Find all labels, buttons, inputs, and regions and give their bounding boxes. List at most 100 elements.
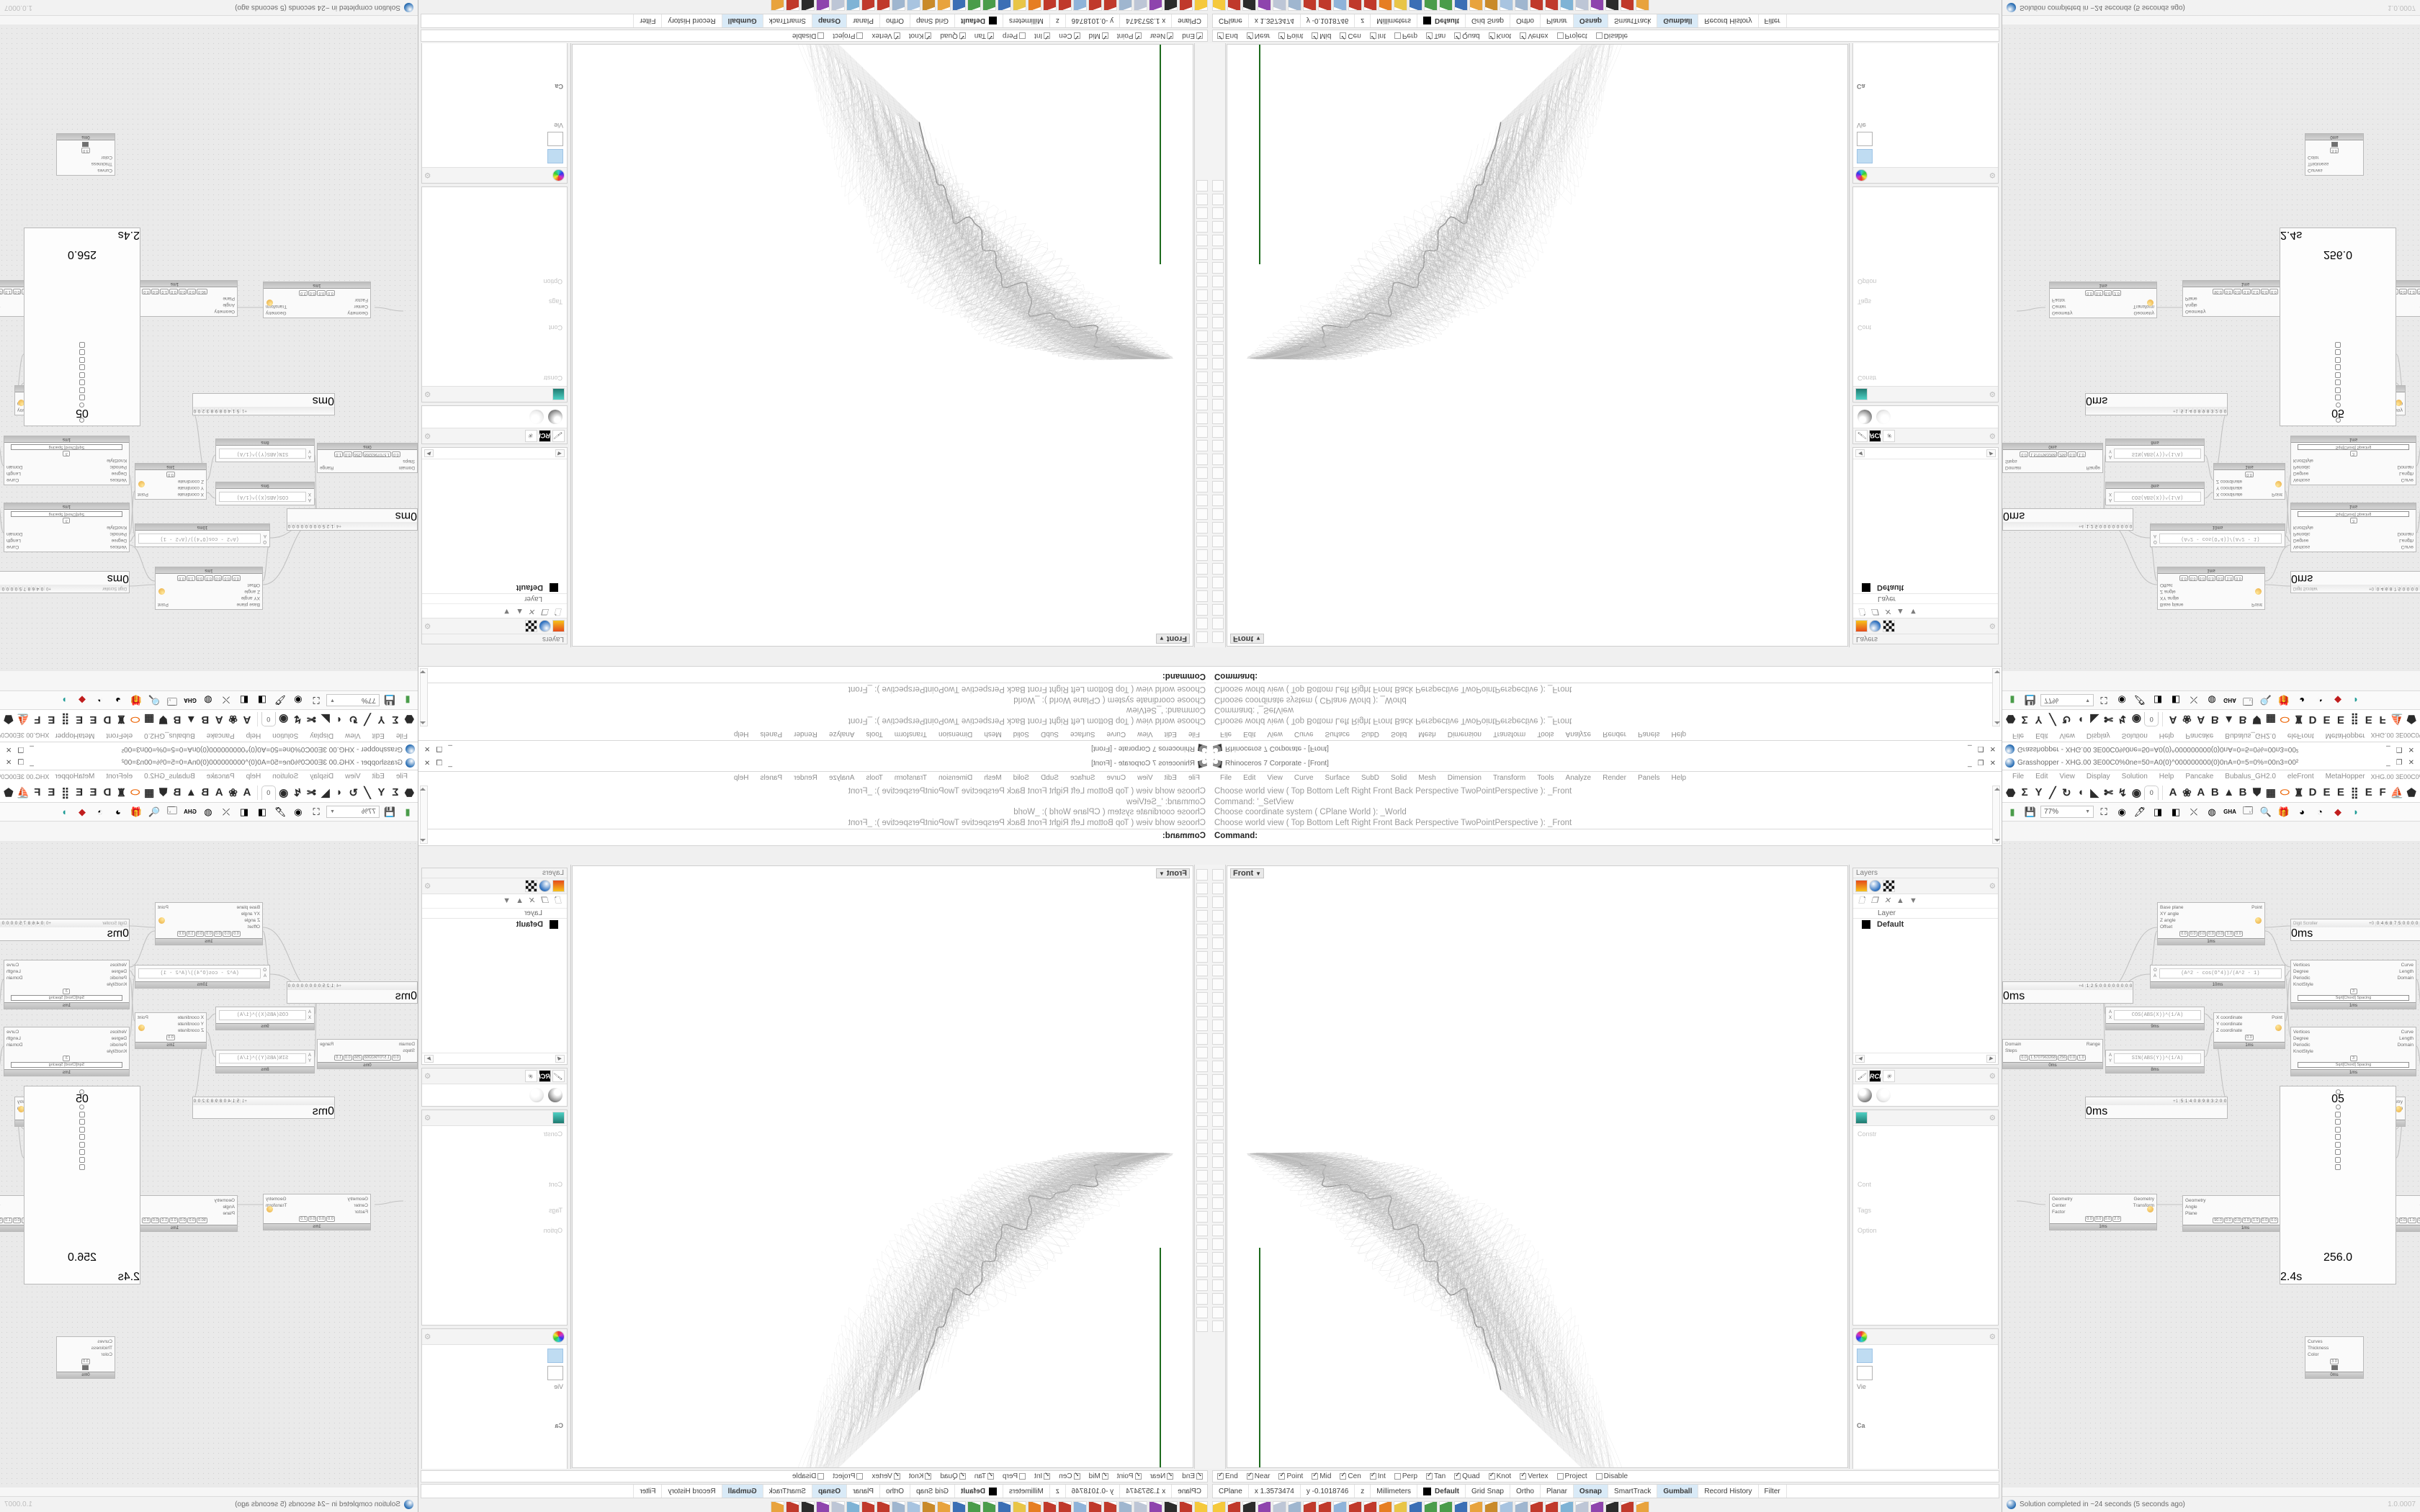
node-body[interactable]: Base plane Point XY angle Z angle Offset 0.0 0… (2158, 574, 2264, 609)
param-field-z[interactable]: 0.0 (213, 931, 223, 937)
param-field-y[interactable]: 0.0 (223, 931, 232, 937)
rhino-menubar[interactable]: File Edit View Curve Surface SubD Solid Mesh Dim… (1210, 772, 2002, 784)
plugin-a-icon[interactable]: A (2169, 786, 2177, 798)
checkbox-icon[interactable] (79, 395, 85, 401)
rhino-tool-icon-14[interactable] (1409, 0, 1422, 11)
slider-digit[interactable]: 0 (6, 586, 10, 591)
slider-digit[interactable]: 0 (300, 523, 305, 528)
fit-view-icon[interactable]: ⛶ (2100, 695, 2107, 706)
material-swatches[interactable] (422, 1084, 567, 1106)
dither-icon[interactable]: ⣿ (2350, 786, 2359, 799)
layer-row-default[interactable]: Default (1853, 582, 1998, 593)
vector-icon[interactable]: ╱ (2049, 786, 2056, 799)
knotstyle-dropdown[interactable]: Sqrt[Chord] Spacing (11, 444, 122, 450)
checkbox-icon[interactable] (2335, 349, 2341, 356)
layers-tab-icon[interactable] (552, 880, 565, 892)
rhino-menu-item-analyze[interactable]: Analyze (828, 774, 855, 782)
chevron-down-icon[interactable]: ▼ (1158, 870, 1165, 877)
node-port-row[interactable]: 05 (2283, 407, 2393, 419)
preview-eye-icon[interactable]: ◉ (294, 806, 302, 817)
param-field-z[interactable]: 0.0 (2416, 289, 2420, 294)
param-field-to[interactable]: 1.5707963268 (2028, 1055, 2058, 1061)
tool-circle-icon[interactable] (1196, 577, 1209, 588)
tool-offset-icon[interactable] (1196, 358, 1209, 369)
maths-icon[interactable]: Σ (2021, 786, 2028, 798)
gh-node-scale[interactable]: Geometry Geometry Center Transform Factor 0.0… (263, 282, 371, 318)
checkbox-icon[interactable] (1044, 32, 1051, 39)
plugin-a2-icon[interactable]: A (215, 714, 223, 726)
new-layer-icon[interactable]: 🗋 (555, 607, 562, 616)
node-input-row[interactable]: Thickness (59, 161, 112, 167)
preview-mesh-icon[interactable]: ◨ (2153, 695, 2163, 706)
viewport-title[interactable]: Front▼ (1230, 634, 1265, 644)
camera-panel-tabs[interactable]: ⚙ (1853, 167, 1998, 183)
param-field-y[interactable]: 0.0 (2233, 289, 2242, 294)
param-field-o-x[interactable]: 0.0 (232, 575, 241, 581)
gh-node-expr-cos[interactable]: A X COS(ABS(X))^(1/A) 9ms (2105, 482, 2205, 505)
rhino-tool-icon-1[interactable] (1212, 1501, 1226, 1512)
node-port-row[interactable] (2283, 333, 2393, 341)
node-fields[interactable]: 3 (6, 1056, 127, 1061)
gh-menu-item-file[interactable]: File (2012, 732, 2025, 739)
osnap-near[interactable]: Near (1242, 32, 1275, 40)
status-toggle-gumball[interactable]: Gumball (1657, 14, 1699, 27)
checkbox-icon[interactable] (2335, 1126, 2341, 1133)
layer-row-default[interactable]: Default (1853, 919, 1998, 930)
slider-exponent[interactable]: +0 (46, 921, 51, 926)
rhino-menu-item-subd[interactable]: SubD (1040, 774, 1059, 782)
rhino-menu-item-tools[interactable]: Tools (866, 774, 883, 782)
slider-digit[interactable]: 0 (14, 586, 19, 591)
rhino-tool-icon-10[interactable] (1348, 0, 1362, 11)
checkbox-icon[interactable] (2335, 1156, 2341, 1163)
tool-polyline-icon[interactable] (1211, 896, 1224, 908)
node-fields[interactable]: 0.0 0.0 0.0 2.0 (2052, 290, 2154, 296)
rhino-tool-icon-22[interactable] (1530, 1501, 1543, 1512)
gh-node-scale[interactable]: Geometry Geometry Center Transform Factor 0.0… (263, 1194, 371, 1230)
viewport-title[interactable]: Front▼ (1155, 868, 1190, 878)
color-swatch[interactable] (82, 1365, 89, 1370)
knotstyle-dropdown[interactable]: Sqrt[Chord] Spacing (2298, 444, 2409, 450)
rhino-tool-icon-5[interactable] (1134, 1501, 1147, 1512)
param-field-y[interactable]: 0.0 (151, 289, 160, 294)
slider-digit[interactable]: 0 (2128, 523, 2133, 528)
node-input-row[interactable]: Factor (266, 1209, 368, 1215)
param-field-lo[interactable]: 1.0 (334, 1055, 343, 1061)
node-port-row[interactable] (27, 1141, 137, 1149)
param-field-z[interactable]: 0.0 (142, 1218, 151, 1223)
delete-layer-icon[interactable]: ✕ (529, 607, 537, 616)
tool-trim-icon[interactable] (1196, 385, 1209, 397)
camera-buttons[interactable]: Vie Ca (1853, 1345, 1998, 1433)
tool-group-icon[interactable] (1196, 1225, 1209, 1236)
copy-layer-icon[interactable]: ❐ (542, 607, 550, 616)
param-field-factor[interactable]: 2.0 (299, 1216, 308, 1222)
node-port-row[interactable] (2283, 1111, 2393, 1119)
viewport-title[interactable]: Front▼ (1155, 634, 1190, 644)
status-toggle-gridsnap[interactable]: Grid Snap (910, 14, 955, 27)
slider-digit[interactable]: 0 (309, 523, 313, 528)
layers-panel-tabs[interactable]: ⚙ (1853, 878, 1998, 894)
display-icon[interactable]: ◉ (2131, 713, 2141, 726)
rhino-tool-icon-29[interactable] (771, 1501, 784, 1512)
node-input-row[interactable]: Periodic Domain (6, 1042, 127, 1048)
rhino-tool-icon-12[interactable] (1379, 0, 1392, 11)
mesh-util-icon[interactable]: ◕ (2299, 695, 2305, 706)
node-fields[interactable]: 0.0 (138, 1035, 204, 1040)
node-port-row[interactable] (27, 1194, 137, 1202)
gh-menu-item-edit[interactable]: Edit (2035, 773, 2048, 780)
tool-fillet-icon[interactable] (1196, 399, 1209, 410)
slider-digit[interactable]: 2 (326, 523, 331, 528)
node-body[interactable]: Vertices Curve Degree Length Periodic Domain K… (2291, 960, 2416, 1002)
copy-layer-icon[interactable]: ❐ (542, 896, 550, 905)
gh-slider-digit-scroller-1[interactable]: Digit Scroller+0046875000000ms (2290, 919, 2420, 941)
slider-digit[interactable]: 0 (292, 984, 296, 989)
layers-toolbar[interactable]: 🗋 ❐ ✕ ▲ ▼ (422, 603, 567, 618)
surface-util-icon[interactable]: ◔ (2317, 806, 2323, 817)
node-port-row[interactable] (2283, 1217, 2393, 1225)
layers-hscroll[interactable]: ◀ ▶ (422, 1053, 567, 1064)
rhino-menu-item-help[interactable]: Help (1671, 730, 1687, 738)
tool-sphere-icon[interactable] (1211, 1074, 1224, 1086)
param-field-z-x[interactable]: 0.0 (205, 931, 213, 937)
orange-blob-icon[interactable]: ⬭ (130, 714, 140, 726)
gh-menu-item-edit[interactable]: Edit (372, 773, 385, 780)
